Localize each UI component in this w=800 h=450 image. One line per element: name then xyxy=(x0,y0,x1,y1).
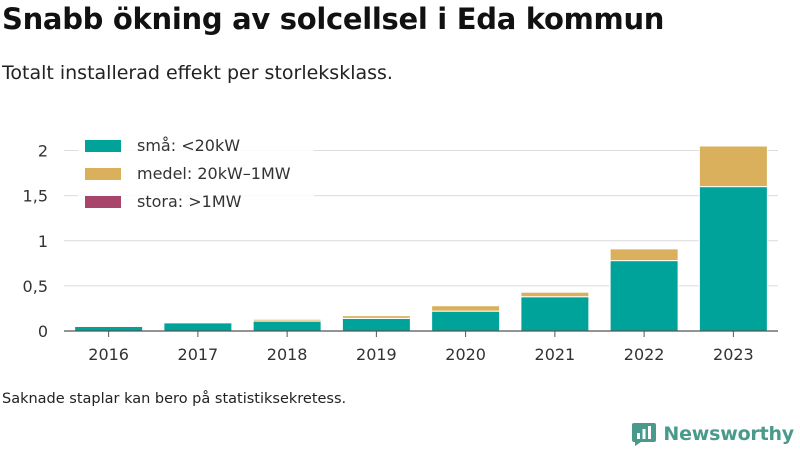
chart-title: Snabb ökning av solcellsel i Eda kommun xyxy=(2,2,665,36)
logo-text: Newsworthy xyxy=(663,423,794,445)
bar-segment xyxy=(609,248,679,262)
legend-label: stora: >1MW xyxy=(137,192,242,211)
legend-label: medel: 20kW–1MW xyxy=(137,164,291,183)
y-axis-ticks: 0 0,5 1 1,5 2 xyxy=(23,142,48,341)
y-tick-label: 0,5 xyxy=(23,277,48,296)
bar-segment xyxy=(341,317,411,332)
bar-segment xyxy=(252,320,322,332)
bar-chart-speech-bubble-icon xyxy=(632,423,657,446)
bar-segment xyxy=(609,260,679,332)
y-tick-label: 1,5 xyxy=(23,187,48,206)
bar-segment xyxy=(520,291,590,298)
bar-segment xyxy=(698,145,768,188)
x-tick-label: 2019 xyxy=(356,345,397,364)
legend-swatch xyxy=(85,168,121,180)
x-tick-label: 2016 xyxy=(88,345,129,364)
legend-swatch xyxy=(85,196,121,208)
newsworthy-logo: Newsworthy xyxy=(631,419,794,449)
legend-swatch xyxy=(85,140,121,152)
bar-segment xyxy=(252,318,322,322)
x-tick-label: 2020 xyxy=(445,345,486,364)
y-tick-label: 1 xyxy=(38,232,48,251)
x-tick-label: 2023 xyxy=(713,345,754,364)
x-axis-ticks: 2016 2017 2018 2019 2020 2021 2022 2023 xyxy=(88,331,754,364)
y-tick-label: 2 xyxy=(38,142,48,161)
legend-label: små: <20kW xyxy=(137,136,240,155)
x-tick-label: 2017 xyxy=(178,345,219,364)
bar-segment xyxy=(74,325,144,332)
bar-segment xyxy=(520,296,590,332)
legend: små: <20kW medel: 20kW–1MW stora: >1MW xyxy=(78,130,314,216)
bar-segment xyxy=(341,315,411,319)
bar-segment xyxy=(431,310,501,332)
footnote: Saknade staplar kan bero på statistiksek… xyxy=(2,391,347,407)
chart-subtitle: Totalt installerad effekt per storlekskl… xyxy=(2,62,393,84)
stacked-bar-chart: 00,511,52 2016 2017 2018 2019 2020 2021 2022 20… xyxy=(22,130,778,364)
bar-segment xyxy=(698,186,768,332)
bar-segment xyxy=(163,322,233,332)
x-tick-label: 2022 xyxy=(624,345,665,364)
x-tick-label: 2021 xyxy=(535,345,576,364)
bar-segment xyxy=(431,305,501,312)
x-tick-label: 2018 xyxy=(267,345,308,364)
y-tick-label: 0 xyxy=(38,322,48,341)
